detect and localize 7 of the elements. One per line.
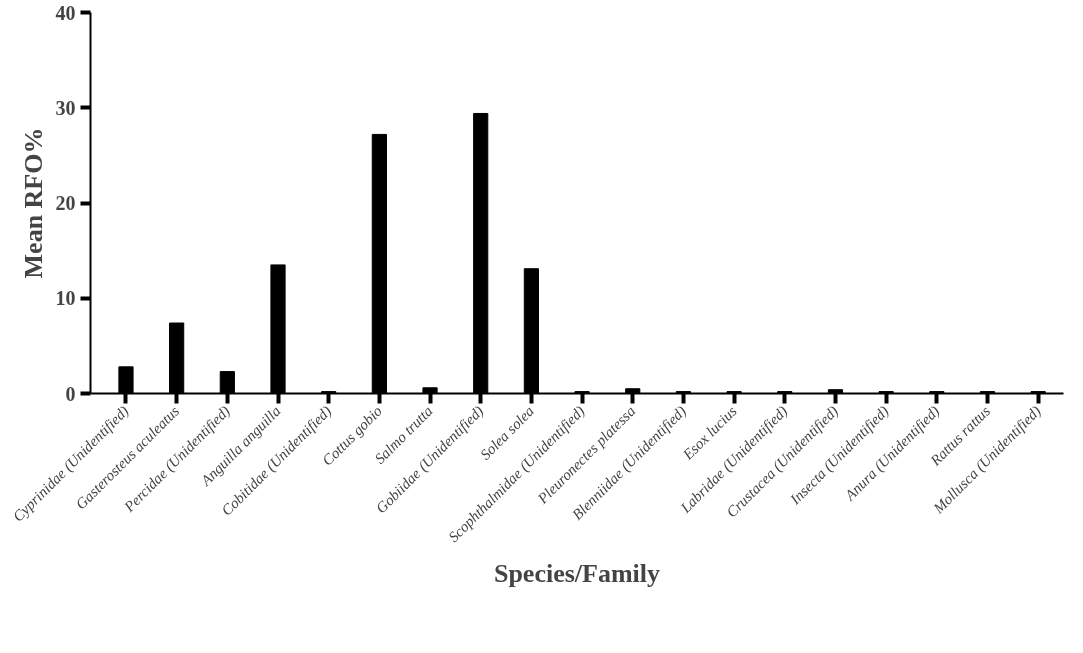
y-axis-title: Mean RFO% xyxy=(18,127,48,279)
y-tick-label: 30 xyxy=(55,96,76,119)
y-tick-label: 40 xyxy=(55,1,76,24)
y-tick-label: 0 xyxy=(65,382,76,405)
y-tick-label: 10 xyxy=(55,287,76,310)
x-axis-title: Species/Family xyxy=(493,558,661,588)
y-tick-label: 20 xyxy=(55,192,76,214)
